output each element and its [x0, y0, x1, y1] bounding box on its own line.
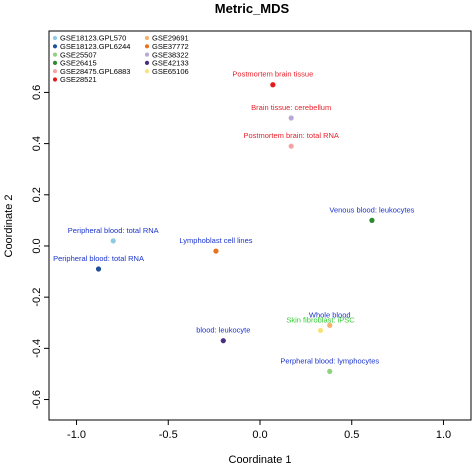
legend-label: GSE29691 [152, 34, 189, 43]
y-axis-label: Coordinate 2 [3, 195, 15, 258]
data-point [95, 266, 102, 272]
legend-marker [144, 52, 150, 57]
x-tick-label: -0.5 [159, 429, 178, 441]
data-points: Peripheral blood: total RNA Peripheral bl… [53, 70, 415, 374]
legend-marker [144, 69, 150, 74]
legend-label: GSE25507 [60, 50, 97, 59]
data-point [327, 322, 333, 328]
point-label: Perpheral blood: lymphocytes [280, 356, 379, 365]
legend-marker [52, 35, 58, 41]
point-label: Lymphoblast cell lines [179, 236, 252, 245]
legend-label: GSE38322 [152, 50, 189, 59]
legend-label: GSE18123.GPL570 [60, 34, 126, 43]
y-tick-label: -0.4 [31, 339, 43, 358]
y-tick-label: 0.6 [31, 85, 43, 100]
chart-title: Metric_MDS [215, 1, 290, 16]
x-tick-label: 0.0 [252, 429, 267, 441]
legend-label: GSE28475.GPL6883 [60, 67, 130, 76]
legend-marker [144, 35, 150, 41]
data-point [369, 217, 375, 223]
x-tick-label: -1.0 [67, 429, 86, 441]
legend-label: GSE28521 [60, 75, 97, 84]
y-tick-label: 0.4 [31, 136, 43, 151]
data-point [270, 82, 276, 88]
y-tick-label: -0.6 [31, 390, 43, 409]
y-tick-label: -0.2 [31, 288, 43, 307]
legend-marker [52, 44, 58, 49]
legend-marker [52, 60, 58, 65]
point-label: Peripheral blood: total RNA [53, 254, 144, 263]
data-point [110, 238, 116, 244]
legend-marker [52, 77, 58, 82]
data-point [288, 115, 294, 121]
x-axis: -1.0 -0.5 0.0 0.5 1.0 [67, 420, 451, 441]
data-point [213, 248, 219, 254]
y-axis: -0.6 -0.4 -0.2 0.0 0.2 0.4 0.6 [31, 85, 49, 409]
point-label: Venous blood: leukocytes [329, 205, 414, 214]
legend-marker [52, 52, 58, 57]
point-label: Postmortem brain tissue [232, 70, 313, 79]
legend-label: GSE26415 [60, 59, 97, 68]
legend-label: GSE42133 [152, 59, 189, 68]
data-point [288, 143, 294, 149]
y-tick-label: 0.0 [31, 238, 43, 253]
legend-label: GSE18123.GPL6244 [60, 42, 130, 51]
legend: GSE18123.GPL570GSE18123.GPL6244GSE25507G… [52, 34, 189, 84]
point-label: Skin fibroblast: iPSC [286, 315, 355, 324]
point-label: Brain tissue: cerebellum [251, 103, 331, 112]
legend-marker [52, 69, 58, 74]
data-point [317, 327, 324, 334]
data-point [327, 368, 333, 374]
x-tick-label: 1.0 [436, 429, 451, 441]
data-point [220, 338, 226, 344]
legend-marker [144, 60, 150, 65]
legend-label: GSE37772 [152, 42, 189, 51]
legend-label: GSE65106 [152, 67, 189, 76]
point-label: Peripheral blood: total RNA [68, 226, 159, 235]
point-label: blood: leukocyte [196, 326, 250, 335]
point-label: Whole blood [309, 310, 351, 319]
x-axis-label: Coordinate 1 [229, 454, 292, 466]
x-tick-label: 0.5 [344, 429, 359, 441]
point-label: Postmortem brain: total RNA [243, 131, 338, 140]
legend-marker [144, 44, 150, 49]
y-tick-label: 0.2 [31, 187, 43, 202]
